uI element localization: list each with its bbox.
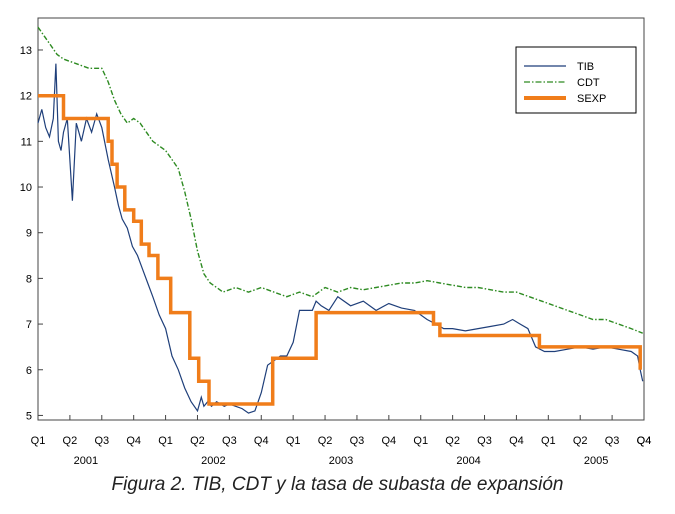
x-tick-label: Q3 [605, 435, 620, 447]
legend-label-sexp: SEXP [577, 93, 606, 105]
x-tick-label: Q3 [94, 435, 109, 447]
x-tick-label: Q2 [318, 435, 333, 447]
y-tick-label: 12 [20, 91, 32, 103]
x-tick-label: Q4 [381, 435, 396, 447]
y-tick-label: 6 [26, 365, 32, 377]
year-label: 2004 [456, 455, 480, 467]
y-tick-label: 13 [20, 45, 32, 57]
series-line-sexp [38, 93, 642, 406]
y-tick-label: 8 [26, 273, 32, 285]
legend: TIB CDT SEXP [515, 46, 637, 114]
legend-box [515, 46, 637, 114]
x-tick-label: Q4 [254, 435, 269, 447]
x-tick-label: Q4 [637, 435, 652, 447]
x-tick-label: Q4 [126, 435, 141, 447]
y-tick-label: 11 [21, 136, 32, 148]
x-tick-label: Q3 [350, 435, 365, 447]
x-tick-label: Q1 [286, 435, 301, 447]
year-label: 2001 [74, 455, 98, 467]
x-tick-label: Q2 [190, 435, 205, 447]
x-tick-label: Q4 [509, 435, 524, 447]
y-tick-label: 5 [26, 410, 32, 422]
y-tick-label: 10 [20, 182, 32, 194]
x-tick-label: Q3 [477, 435, 492, 447]
x-tick-label: Q2 [445, 435, 460, 447]
x-tick-label: Q1 [413, 435, 428, 447]
series-line-tib [37, 63, 644, 414]
figure-caption: Figura 2. TIB, CDT y la tasa de subasta … [111, 474, 564, 495]
legend-label-tib: TIB [577, 61, 594, 73]
legend-label-cdt: CDT [577, 77, 600, 89]
x-tick-label: Q2 [573, 435, 588, 447]
year-label: 2002 [201, 455, 225, 467]
plot-frame [37, 17, 645, 421]
x-tick-label: Q1 [541, 435, 556, 447]
year-label: 2005 [584, 455, 608, 467]
x-tick-label: Q4 [637, 435, 652, 447]
x-tick-label: Q1 [31, 435, 46, 447]
series-line-cdt [37, 26, 643, 334]
y-tick-label: 9 [26, 228, 32, 240]
x-tick-label: Q3 [222, 435, 237, 447]
y-tick-label: 7 [26, 319, 32, 331]
chart: 5 6 7 8 9 10 11 12 13 Q1 Q2 Q3 Q4 Q1 Q2 Q3 Q4 Q1 Q2 Q3 Q4 Q1… [20, 17, 652, 467]
year-label: 2003 [329, 455, 353, 467]
x-tick-label: Q2 [63, 435, 78, 447]
x-tick-label: Q1 [158, 435, 173, 447]
